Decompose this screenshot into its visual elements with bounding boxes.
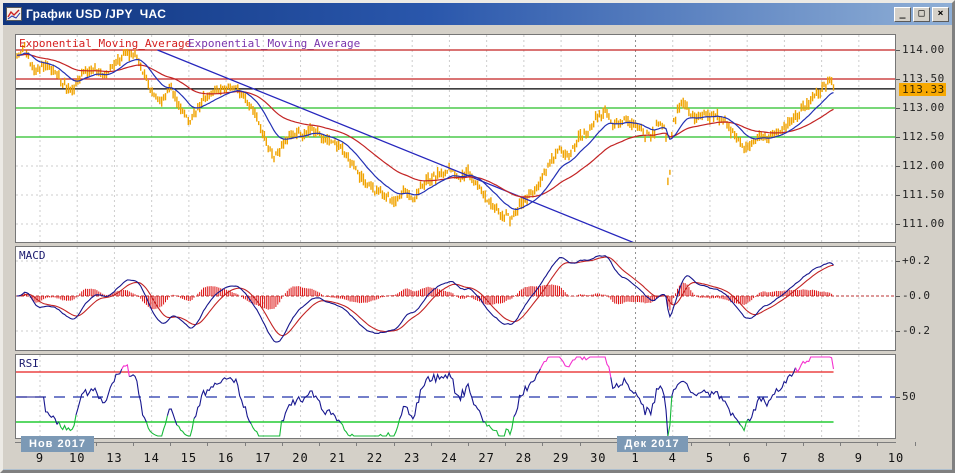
price-tick-label: 111.50 bbox=[902, 188, 945, 201]
day-label: 9 bbox=[854, 451, 863, 465]
day-label: 27 bbox=[478, 451, 495, 465]
month-badge: Нов 2017 bbox=[21, 436, 94, 452]
day-label: 21 bbox=[329, 451, 346, 465]
close-button[interactable]: × bbox=[932, 6, 949, 22]
day-label: 16 bbox=[217, 451, 235, 465]
axis-tick bbox=[896, 79, 900, 80]
axis-tick bbox=[896, 166, 900, 167]
day-label: 13 bbox=[106, 451, 123, 465]
rsi-canvas bbox=[16, 355, 895, 438]
day-label: 9 bbox=[35, 451, 45, 465]
day-label: 15 bbox=[180, 451, 198, 465]
rsi-line bbox=[17, 356, 835, 437]
day-label: 1 bbox=[631, 451, 640, 465]
ema-indicator-label-2: Exponential_Moving_Average bbox=[188, 37, 361, 50]
macd-histogram bbox=[18, 282, 834, 311]
axis-tick bbox=[896, 137, 900, 138]
date-tick bbox=[393, 442, 395, 446]
title-bar[interactable]: График USD /JPY ЧАС _ □ × bbox=[3, 3, 952, 25]
time-axis-line bbox=[15, 442, 896, 443]
chart-app-icon bbox=[6, 7, 22, 21]
maximize-button[interactable]: □ bbox=[913, 6, 930, 22]
trendline bbox=[157, 49, 634, 242]
ema-fast-line bbox=[16, 52, 834, 210]
date-tick bbox=[579, 442, 581, 446]
price-chart-canvas bbox=[16, 35, 895, 242]
date-tick bbox=[133, 442, 135, 446]
macd-signal-line bbox=[17, 256, 834, 337]
axis-tick bbox=[896, 296, 900, 297]
axis-tick bbox=[896, 108, 900, 109]
current-price-badge: 113.33 bbox=[899, 83, 946, 96]
date-tick bbox=[803, 442, 804, 446]
date-tick bbox=[95, 442, 97, 446]
date-tick bbox=[877, 442, 879, 446]
date-tick bbox=[170, 442, 172, 446]
date-tick bbox=[430, 442, 432, 446]
horizontal-scrollbar[interactable] bbox=[3, 469, 952, 470]
day-label: 6 bbox=[743, 451, 752, 465]
axis-tick bbox=[896, 50, 900, 51]
axis-tick bbox=[896, 397, 900, 398]
day-label: 30 bbox=[590, 451, 607, 465]
day-label: 28 bbox=[515, 451, 533, 465]
day-label: 22 bbox=[366, 451, 384, 465]
day-label: 24 bbox=[441, 451, 458, 465]
date-tick bbox=[765, 442, 767, 446]
date-tick bbox=[505, 442, 507, 446]
day-label: 20 bbox=[292, 451, 309, 465]
window-controls: _ □ × bbox=[894, 6, 949, 22]
window-title: График USD /JPY ЧАС bbox=[26, 7, 167, 21]
date-tick bbox=[542, 442, 544, 446]
day-label: 29 bbox=[552, 451, 570, 465]
price-level-lines bbox=[16, 49, 895, 138]
macd-label: MACD bbox=[19, 249, 46, 262]
macd-panel[interactable]: MACD bbox=[15, 246, 896, 351]
date-tick bbox=[914, 442, 916, 446]
day-label: 10 bbox=[68, 451, 86, 465]
price-tick-label: 112.00 bbox=[902, 159, 945, 172]
minimize-button[interactable]: _ bbox=[894, 6, 911, 22]
rsi-label: RSI bbox=[19, 357, 39, 370]
day-label: 8 bbox=[817, 451, 826, 465]
day-label: 23 bbox=[403, 451, 421, 465]
date-tick bbox=[207, 442, 209, 446]
date-tick bbox=[244, 442, 246, 446]
date-tick bbox=[728, 442, 730, 446]
price-chart-panel[interactable]: Exponential_Moving_Average Exponential_M… bbox=[15, 34, 896, 243]
day-label: 14 bbox=[143, 451, 160, 465]
price-tick-label: 113.00 bbox=[902, 101, 945, 114]
candlestick-series bbox=[16, 41, 835, 227]
day-label: 7 bbox=[780, 451, 789, 465]
rsi-panel[interactable]: RSI bbox=[15, 354, 896, 439]
ema-indicator-label-1: Exponential_Moving_Average bbox=[19, 37, 192, 50]
date-tick bbox=[691, 442, 693, 446]
ema-slow-line bbox=[17, 53, 834, 198]
macd-tick-label: +0.2 bbox=[902, 254, 931, 267]
price-tick-label: 113.50 bbox=[902, 72, 945, 85]
date-tick bbox=[356, 442, 358, 446]
axis-tick bbox=[896, 331, 900, 332]
price-tick-label: 114.00 bbox=[902, 43, 945, 56]
date-tick bbox=[319, 442, 321, 446]
macd-tick-label: -0.2 bbox=[902, 324, 931, 337]
axis-tick bbox=[896, 261, 900, 262]
month-badge: Дек 2017 bbox=[616, 436, 688, 452]
date-tick bbox=[468, 442, 470, 446]
day-label: 10 bbox=[887, 451, 905, 465]
date-tick bbox=[840, 442, 842, 446]
price-tick-label: 111.00 bbox=[902, 217, 945, 230]
day-label: 4 bbox=[668, 451, 677, 465]
axis-tick bbox=[896, 195, 900, 196]
macd-main-line bbox=[16, 255, 834, 343]
macd-tick-label: -0.0 bbox=[902, 289, 931, 302]
date-tick bbox=[281, 442, 283, 446]
rsi-tick-label: 50 bbox=[902, 390, 917, 403]
day-label: 17 bbox=[255, 451, 272, 465]
price-tick-label: 112.50 bbox=[902, 130, 945, 143]
axis-tick bbox=[896, 224, 900, 225]
day-label: 5 bbox=[705, 451, 715, 465]
macd-canvas bbox=[16, 247, 895, 350]
